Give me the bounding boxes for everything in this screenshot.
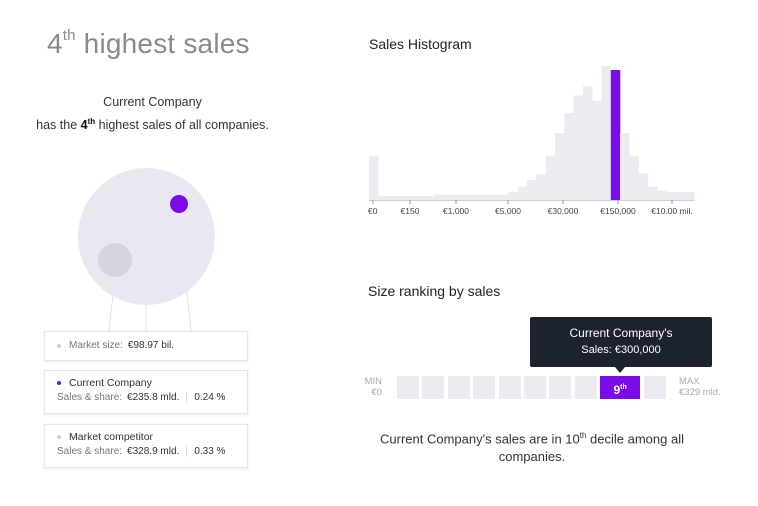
histogram-bar[interactable] xyxy=(462,194,472,200)
histogram-bar[interactable] xyxy=(415,195,426,200)
company-name: Current Company xyxy=(103,95,202,109)
histogram-bar[interactable] xyxy=(378,195,388,200)
company-sales-value: €235.8 mld. xyxy=(127,392,180,403)
histogram-bar[interactable] xyxy=(638,173,649,200)
histogram-title: Sales Histogram xyxy=(369,36,472,52)
histogram-bar[interactable] xyxy=(629,155,639,200)
histogram-bar[interactable] xyxy=(666,191,677,200)
tooltip-arrow xyxy=(615,367,625,373)
competitor-bullet xyxy=(57,435,61,439)
decile-10[interactable] xyxy=(643,376,666,399)
divider xyxy=(186,392,188,403)
rank-sentence-number: 4 xyxy=(80,118,88,133)
decile-2[interactable] xyxy=(422,376,445,399)
company-circle[interactable] xyxy=(170,195,188,213)
market-bullet xyxy=(57,343,61,348)
decile-active[interactable]: 9th xyxy=(600,376,641,399)
histogram-bar[interactable] xyxy=(517,186,528,200)
rank-title: 4th highest sales xyxy=(47,26,250,60)
decile-7[interactable] xyxy=(549,376,572,399)
company-card-name: Current Company xyxy=(69,377,152,389)
histogram-tick-label: €30,000 xyxy=(548,206,579,216)
histogram-bar[interactable] xyxy=(443,194,453,200)
market-size-label: Market size: xyxy=(69,340,123,351)
divider xyxy=(186,446,188,457)
histogram-bar-highlighted[interactable] xyxy=(610,70,621,201)
rank-sentence: has the 4th highest sales of all compani… xyxy=(36,117,269,133)
competitor-share-value: 0.33 % xyxy=(194,446,226,457)
decile-description: Current Company's sales are in 10th deci… xyxy=(380,431,684,465)
market-size-circle[interactable] xyxy=(78,168,215,305)
min-value: €0 xyxy=(371,387,382,398)
histogram-bar[interactable] xyxy=(536,174,546,200)
decile-4[interactable] xyxy=(473,376,496,399)
histogram-bar[interactable] xyxy=(601,66,612,200)
min-label: MIN €0 xyxy=(354,376,382,398)
histogram-bar[interactable] xyxy=(527,179,537,200)
max-label: MAX €329 mld. xyxy=(679,376,721,398)
histogram-bar[interactable] xyxy=(396,195,407,200)
histogram-bar[interactable] xyxy=(675,191,686,200)
sales-histogram: €0 €150 €1,000 €5,000 €30,000 €150,000 €10.00 … xyxy=(368,66,695,216)
market-size-card: Market size: €98.97 bil. xyxy=(44,331,248,361)
competitor-sales-label: Sales & share: xyxy=(57,446,123,457)
company-card: Current Company Sales & share: €235.8 ml… xyxy=(44,370,248,414)
tooltip-sales-value: Sales: €300,000 xyxy=(581,344,661,356)
decile-6[interactable] xyxy=(523,376,546,399)
rank-suffix: th xyxy=(62,26,76,44)
competitor-circle[interactable] xyxy=(98,243,132,277)
company-tooltip: Current Company's Sales: €300,000 xyxy=(530,317,712,367)
histogram-bar[interactable] xyxy=(434,194,444,200)
histogram-bar[interactable] xyxy=(387,195,398,200)
histogram-bar[interactable] xyxy=(620,133,630,200)
decile-3[interactable] xyxy=(447,376,470,399)
histogram-bar[interactable] xyxy=(545,155,556,200)
decile-bar: 9th xyxy=(397,376,669,399)
histogram-bar[interactable] xyxy=(369,155,379,200)
decile-5[interactable] xyxy=(498,376,521,399)
competitor-card: Market competitor Sales & share: €328.9 … xyxy=(44,424,248,468)
histogram-bar[interactable] xyxy=(424,195,435,200)
histogram-tick-label: €150 xyxy=(401,206,420,216)
histogram-bar[interactable] xyxy=(406,195,416,200)
decile-1[interactable] xyxy=(397,376,419,399)
histogram-bar[interactable] xyxy=(592,100,602,200)
histogram-bar[interactable] xyxy=(499,194,509,200)
market-size-value: €98.97 bil. xyxy=(127,340,175,351)
rank-title-text: highest sales xyxy=(75,28,250,59)
decile-8[interactable] xyxy=(574,376,597,399)
histogram-bar[interactable] xyxy=(648,186,658,200)
company-share-value: 0.24 % xyxy=(194,392,226,403)
histogram-tick-label: €5,000 xyxy=(495,206,521,216)
histogram-bar[interactable] xyxy=(452,194,463,200)
rank-number: 4 xyxy=(47,28,63,59)
histogram-bar[interactable] xyxy=(471,194,481,200)
histogram-tick-label: €1,000 xyxy=(443,206,469,216)
competitor-sales-value: €328.9 mld. xyxy=(127,446,180,457)
histogram-bar[interactable] xyxy=(685,191,695,200)
histogram-bar[interactable] xyxy=(489,194,500,200)
company-bullet xyxy=(57,381,61,385)
histogram-tick-label: €0 xyxy=(368,206,378,216)
company-sales-label: Sales & share: xyxy=(57,392,123,403)
rank-description: Current Company has the 4th highest sale… xyxy=(10,93,295,135)
max-value: €329 mld. xyxy=(679,387,721,398)
histogram-tick-label: €10.00 mil. xyxy=(651,206,693,216)
histogram-bar[interactable] xyxy=(582,86,593,200)
competitor-card-name: Market competitor xyxy=(69,431,154,443)
bubble-chart xyxy=(0,160,300,340)
histogram-bar[interactable] xyxy=(480,194,491,200)
histogram-bar[interactable] xyxy=(657,190,667,200)
histogram-bar[interactable] xyxy=(573,95,584,200)
histogram-bar[interactable] xyxy=(555,133,565,200)
histogram-bar[interactable] xyxy=(564,112,574,200)
tooltip-company-name: Current Company's xyxy=(569,326,673,340)
histogram-tick-label: €150,000 xyxy=(600,206,636,216)
histogram-bar[interactable] xyxy=(508,191,519,200)
ranking-title: Size ranking by sales xyxy=(368,283,501,299)
